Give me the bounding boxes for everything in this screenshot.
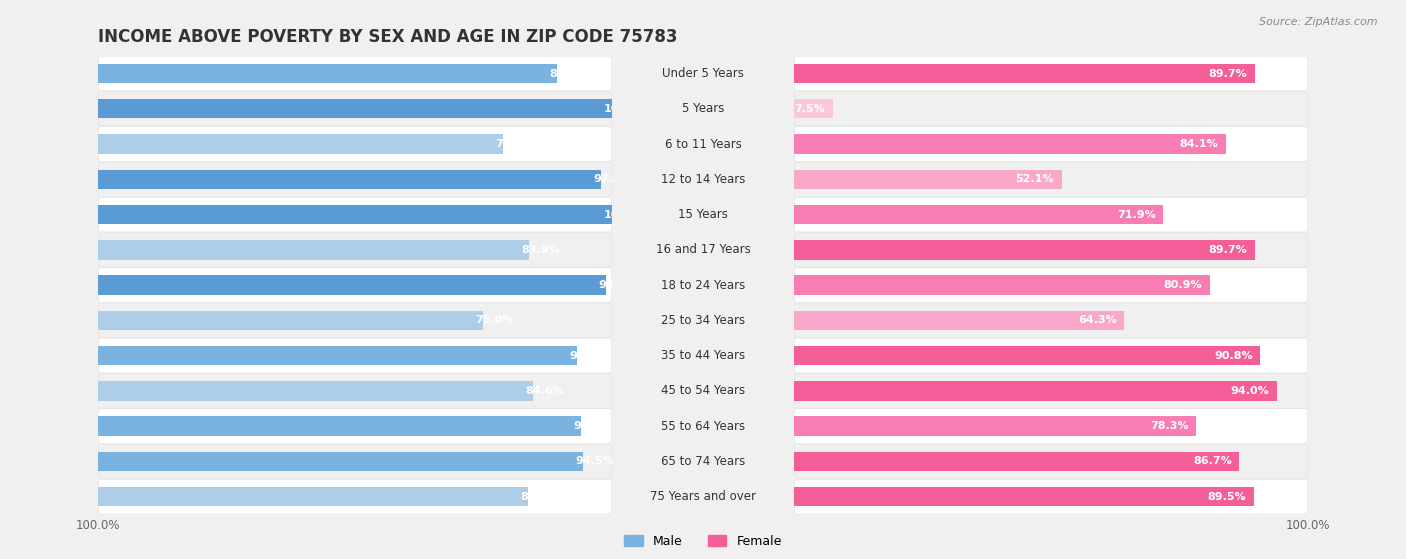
Bar [98, 452, 583, 471]
FancyBboxPatch shape [98, 303, 612, 338]
Text: 98.9%: 98.9% [599, 280, 637, 290]
Text: 100.0%: 100.0% [605, 210, 650, 220]
FancyBboxPatch shape [98, 409, 612, 443]
Text: 97.9%: 97.9% [593, 174, 633, 184]
FancyBboxPatch shape [794, 268, 1308, 302]
Bar [98, 169, 600, 189]
FancyBboxPatch shape [794, 197, 1308, 232]
Text: 93.2%: 93.2% [569, 350, 607, 361]
FancyBboxPatch shape [98, 162, 612, 197]
Text: 89.7%: 89.7% [1208, 69, 1247, 78]
Text: 52.1%: 52.1% [1015, 174, 1054, 184]
Text: 55 to 64 Years: 55 to 64 Years [661, 420, 745, 433]
Text: 71.9%: 71.9% [1116, 210, 1156, 220]
FancyBboxPatch shape [794, 409, 1308, 443]
Text: 94.5%: 94.5% [575, 456, 614, 466]
FancyBboxPatch shape [98, 444, 612, 479]
Text: 89.3%: 89.3% [548, 69, 588, 78]
Text: 89.7%: 89.7% [1208, 245, 1247, 255]
Text: 65 to 74 Years: 65 to 74 Years [661, 455, 745, 468]
Text: 94.0%: 94.0% [1230, 386, 1270, 396]
FancyBboxPatch shape [98, 480, 612, 514]
Text: 84.1%: 84.1% [1180, 139, 1218, 149]
Bar [794, 240, 1254, 259]
Bar [794, 452, 1239, 471]
FancyBboxPatch shape [794, 444, 1308, 479]
FancyBboxPatch shape [98, 197, 612, 232]
Bar [794, 64, 1254, 83]
Text: 78.9%: 78.9% [496, 139, 534, 149]
Text: 83.9%: 83.9% [522, 245, 560, 255]
Text: 80.9%: 80.9% [1163, 280, 1202, 290]
Bar [98, 64, 557, 83]
Bar [98, 416, 581, 436]
FancyBboxPatch shape [98, 233, 612, 267]
Text: INCOME ABOVE POVERTY BY SEX AND AGE IN ZIP CODE 75783: INCOME ABOVE POVERTY BY SEX AND AGE IN Z… [98, 28, 678, 46]
Text: Source: ZipAtlas.com: Source: ZipAtlas.com [1260, 17, 1378, 27]
FancyBboxPatch shape [98, 268, 612, 302]
FancyBboxPatch shape [794, 162, 1308, 197]
Bar [98, 205, 612, 224]
Bar [98, 487, 529, 506]
FancyBboxPatch shape [98, 92, 612, 126]
Text: 35 to 44 Years: 35 to 44 Years [661, 349, 745, 362]
Text: 84.6%: 84.6% [524, 386, 564, 396]
FancyBboxPatch shape [98, 56, 612, 91]
FancyBboxPatch shape [98, 127, 612, 162]
Text: Under 5 Years: Under 5 Years [662, 67, 744, 80]
Legend: Male, Female: Male, Female [619, 530, 787, 553]
Bar [98, 346, 576, 366]
FancyBboxPatch shape [794, 373, 1308, 408]
FancyBboxPatch shape [794, 338, 1308, 373]
Bar [794, 311, 1125, 330]
FancyBboxPatch shape [98, 373, 612, 408]
Bar [98, 311, 484, 330]
Text: 5 Years: 5 Years [682, 102, 724, 115]
Text: 90.8%: 90.8% [1213, 350, 1253, 361]
Text: 94.0%: 94.0% [574, 421, 612, 431]
Bar [794, 276, 1209, 295]
Text: 15 Years: 15 Years [678, 208, 728, 221]
FancyBboxPatch shape [794, 127, 1308, 162]
Bar [794, 381, 1277, 401]
FancyBboxPatch shape [794, 480, 1308, 514]
Text: 83.7%: 83.7% [520, 492, 558, 501]
Bar [794, 205, 1163, 224]
Bar [98, 276, 606, 295]
Text: 100.0%: 100.0% [605, 104, 650, 114]
FancyBboxPatch shape [794, 92, 1308, 126]
Text: 45 to 54 Years: 45 to 54 Years [661, 385, 745, 397]
Text: 78.3%: 78.3% [1150, 421, 1188, 431]
Text: 75.0%: 75.0% [475, 315, 515, 325]
Bar [98, 240, 529, 259]
FancyBboxPatch shape [794, 303, 1308, 338]
Bar [98, 381, 533, 401]
Text: 16 and 17 Years: 16 and 17 Years [655, 243, 751, 257]
Bar [794, 99, 832, 119]
FancyBboxPatch shape [794, 56, 1308, 91]
Bar [794, 134, 1226, 154]
Text: 86.7%: 86.7% [1192, 456, 1232, 466]
Text: 12 to 14 Years: 12 to 14 Years [661, 173, 745, 186]
Text: 75 Years and over: 75 Years and over [650, 490, 756, 503]
Bar [98, 99, 612, 119]
Bar [794, 346, 1260, 366]
Text: 18 to 24 Years: 18 to 24 Years [661, 278, 745, 292]
Text: 64.3%: 64.3% [1078, 315, 1116, 325]
Text: 7.5%: 7.5% [794, 104, 825, 114]
FancyBboxPatch shape [794, 233, 1308, 267]
Text: 25 to 34 Years: 25 to 34 Years [661, 314, 745, 327]
Bar [794, 416, 1197, 436]
Text: 6 to 11 Years: 6 to 11 Years [665, 138, 741, 150]
FancyBboxPatch shape [98, 338, 612, 373]
Bar [794, 487, 1254, 506]
Bar [98, 134, 503, 154]
Text: 89.5%: 89.5% [1208, 492, 1246, 501]
Bar [794, 169, 1062, 189]
